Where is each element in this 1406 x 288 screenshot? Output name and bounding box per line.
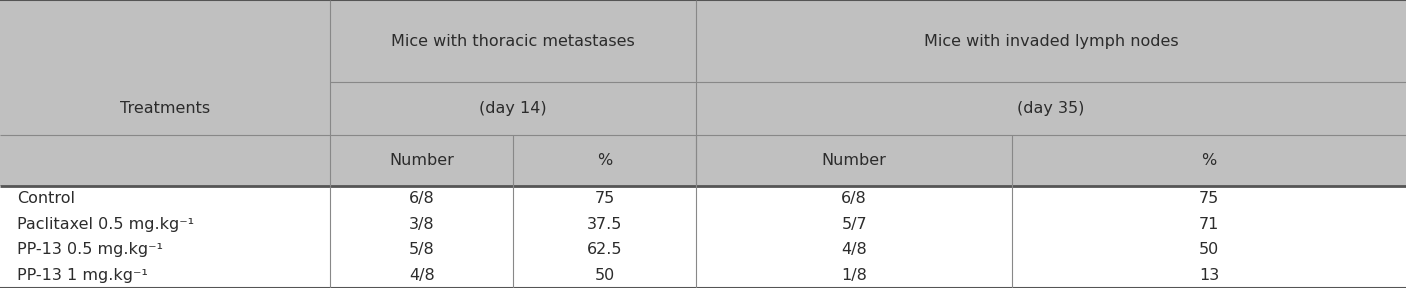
Text: 5/8: 5/8 xyxy=(409,242,434,257)
Bar xyxy=(0,262,1406,288)
Text: Control: Control xyxy=(17,191,75,206)
Text: 1/8: 1/8 xyxy=(841,268,868,283)
Text: 75: 75 xyxy=(1199,191,1219,206)
Text: 5/7: 5/7 xyxy=(841,217,868,232)
Text: (day 14): (day 14) xyxy=(479,101,547,116)
Text: PP-13 1 mg.kg⁻¹: PP-13 1 mg.kg⁻¹ xyxy=(17,268,148,283)
Text: 37.5: 37.5 xyxy=(586,217,623,232)
Text: Number: Number xyxy=(389,153,454,168)
Bar xyxy=(0,186,1406,211)
Text: 50: 50 xyxy=(595,268,614,283)
Bar xyxy=(0,237,1406,262)
Text: 75: 75 xyxy=(595,191,614,206)
Text: Number: Number xyxy=(821,153,887,168)
Text: %: % xyxy=(598,153,612,168)
Text: 3/8: 3/8 xyxy=(409,217,434,232)
Text: Paclitaxel 0.5 mg.kg⁻¹: Paclitaxel 0.5 mg.kg⁻¹ xyxy=(17,217,194,232)
Text: 4/8: 4/8 xyxy=(409,268,434,283)
Text: Treatments: Treatments xyxy=(120,101,211,116)
Bar xyxy=(0,211,1406,237)
Text: %: % xyxy=(1202,153,1216,168)
Text: (day 35): (day 35) xyxy=(1018,101,1084,116)
Text: 6/8: 6/8 xyxy=(409,191,434,206)
Text: 4/8: 4/8 xyxy=(841,242,868,257)
Text: 50: 50 xyxy=(1199,242,1219,257)
Text: PP-13 0.5 mg.kg⁻¹: PP-13 0.5 mg.kg⁻¹ xyxy=(17,242,163,257)
Text: 62.5: 62.5 xyxy=(586,242,623,257)
Text: 6/8: 6/8 xyxy=(841,191,868,206)
Text: Mice with invaded lymph nodes: Mice with invaded lymph nodes xyxy=(924,33,1178,49)
Text: 13: 13 xyxy=(1199,268,1219,283)
Bar xyxy=(0,0,1406,186)
Text: 71: 71 xyxy=(1199,217,1219,232)
Text: Mice with thoracic metastases: Mice with thoracic metastases xyxy=(391,33,636,49)
